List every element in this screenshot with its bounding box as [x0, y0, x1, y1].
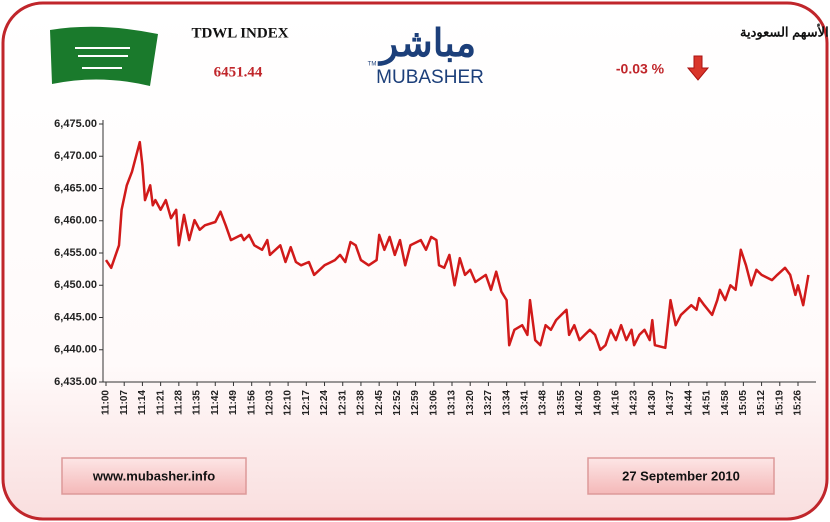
y-tick-label: 6,435.00 [54, 376, 97, 388]
arabic-title: مؤشر سوق الأسهم السعودية [740, 23, 830, 40]
date: 27 September 2010 [622, 468, 740, 483]
y-tick-label: 6,460.00 [54, 215, 97, 227]
website[interactable]: www.mubasher.info [92, 468, 215, 483]
x-tick-label: 14:02 [574, 390, 585, 416]
x-tick-label: 13:55 [556, 390, 567, 416]
y-tick-label: 6,450.00 [54, 279, 97, 291]
date-box [587, 457, 775, 495]
x-tick-label: 12:31 [337, 390, 348, 416]
x-tick-label: 12:24 [319, 390, 330, 416]
price-line [104, 140, 810, 352]
x-tick-label: 12:10 [283, 390, 294, 416]
x-tick-label: 15:12 [756, 390, 767, 416]
x-tick-label: 12:03 [265, 390, 276, 416]
y-tick-label: 6,445.00 [54, 311, 97, 323]
change: -0.03 % [616, 61, 665, 77]
x-tick-label: 12:59 [410, 390, 421, 416]
x-tick-label: 13:20 [465, 390, 476, 416]
x-tick-label: 14:37 [665, 390, 676, 416]
x-tick-label: 12:52 [392, 390, 403, 416]
index-value: 6451.44 [214, 64, 263, 80]
y-tick-label: 6,470.00 [54, 150, 97, 162]
x-tick-label: 14:16 [611, 390, 622, 416]
y-tick-label: 6,475.00 [54, 118, 97, 130]
index-name: TDWL INDEX [191, 25, 288, 41]
x-tick-label: 13:13 [447, 390, 458, 416]
x-tick-label: 13:48 [538, 390, 549, 416]
down-arrow [686, 55, 710, 81]
x-tick-label: 13:06 [428, 390, 439, 416]
x-tick-label: 11:21 [155, 390, 166, 415]
y-tick-label: 6,440.00 [54, 344, 97, 356]
x-tick-label: 11:49 [228, 390, 239, 415]
x-tick-label: 11:35 [192, 390, 203, 415]
x-tick-label: 12:45 [374, 390, 385, 416]
x-tick-label: 11:56 [246, 390, 257, 415]
logo-latin: MUBASHER [376, 67, 484, 88]
y-tick-label: 6,465.00 [54, 182, 97, 194]
x-tick-label: 15:26 [793, 390, 804, 416]
x-tick-label: 14:44 [683, 390, 694, 416]
x-tick-label: 14:23 [629, 390, 640, 416]
x-tick-label: 12:17 [301, 390, 312, 416]
x-tick-label: 11:07 [119, 390, 130, 415]
logo-tm: TM [368, 62, 377, 68]
x-tick-label: 14:09 [592, 390, 603, 416]
x-tick-label: 11:00 [101, 390, 112, 415]
flag [50, 26, 158, 86]
website-box [61, 457, 247, 495]
x-tick-label: 13:34 [501, 390, 512, 416]
x-tick-label: 14:58 [720, 390, 731, 416]
x-tick-label: 14:51 [702, 390, 713, 416]
logo-arabic: مباشر [377, 23, 476, 66]
x-tick-label: 15:19 [774, 390, 785, 416]
x-tick-label: 14:30 [647, 390, 658, 416]
x-tick-label: 13:41 [519, 390, 530, 416]
x-tick-label: 11:28 [173, 390, 184, 415]
x-tick-label: 11:42 [210, 390, 221, 415]
x-tick-label: 13:27 [483, 390, 494, 416]
x-tick-label: 15:05 [738, 390, 749, 416]
x-tick-label: 11:14 [137, 390, 148, 415]
y-tick-label: 6,455.00 [54, 247, 97, 259]
x-tick-label: 12:38 [356, 390, 367, 416]
